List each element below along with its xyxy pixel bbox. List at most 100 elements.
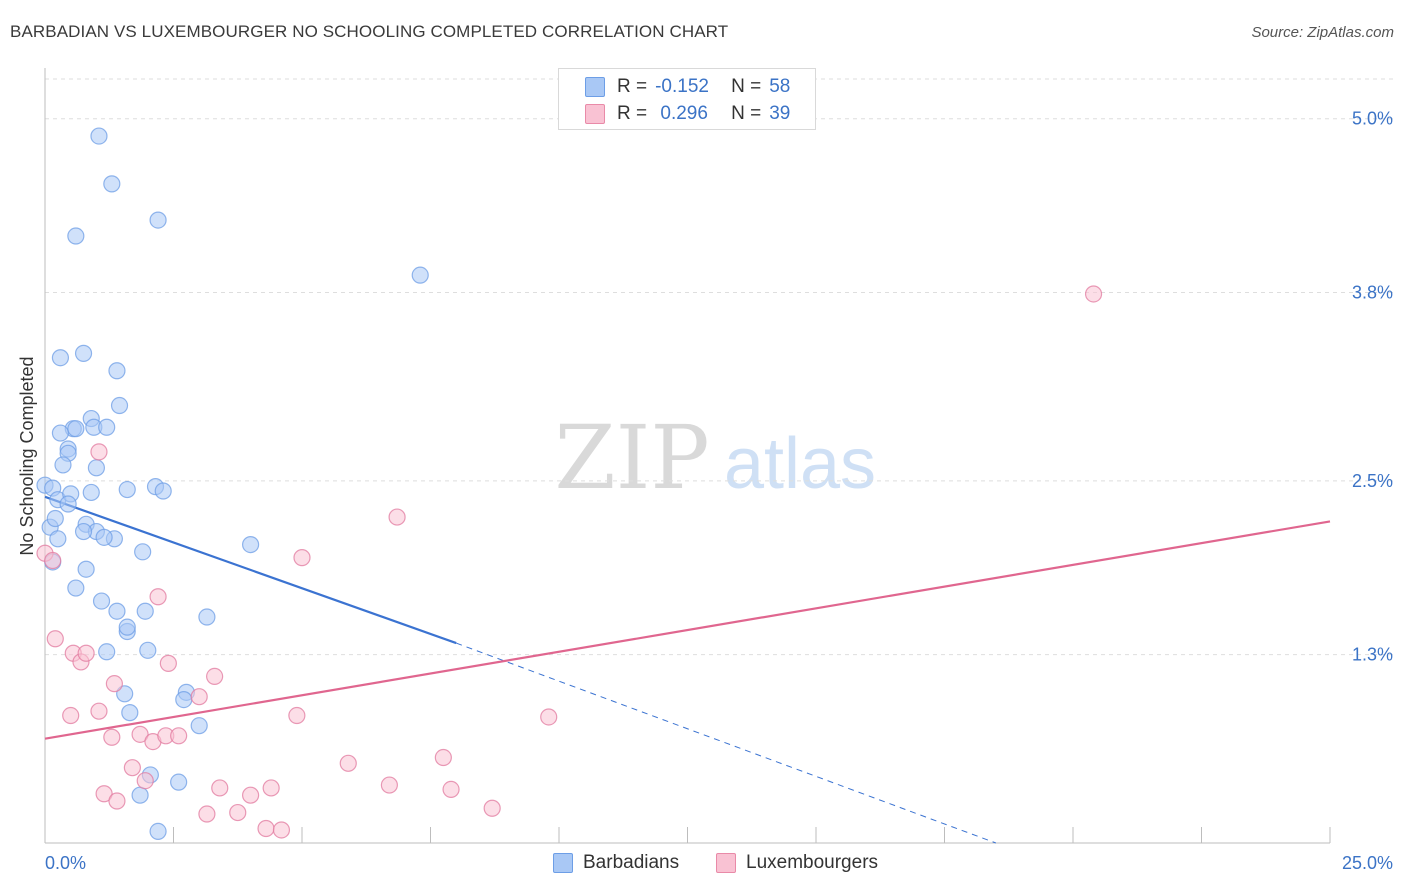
point-luxembourger	[44, 551, 62, 570]
point-barbadian	[108, 602, 126, 620]
watermark-zip: ZIP	[554, 406, 709, 509]
point-luxembourger	[442, 780, 460, 799]
point-barbadian	[74, 344, 93, 362]
point-barbadian	[411, 266, 429, 284]
point-barbadian	[190, 717, 208, 735]
point-barbadian	[54, 456, 72, 474]
point-luxembourger	[170, 727, 188, 745]
trend-line-luxembourgers	[44, 520, 1331, 740]
point-barbadian	[131, 786, 149, 804]
point-barbadian	[139, 641, 157, 659]
point-barbadian	[121, 704, 139, 722]
legend-row-barbadians: R = -0.152 N = 58	[585, 74, 790, 100]
point-barbadian	[95, 528, 113, 546]
point-luxembourger	[46, 630, 64, 648]
point-barbadian	[175, 690, 193, 709]
point-luxembourger	[131, 725, 149, 743]
point-barbadian	[92, 592, 111, 610]
point-luxembourger	[190, 688, 208, 706]
point-luxembourger	[206, 667, 224, 686]
point-barbadian	[116, 685, 134, 703]
point-luxembourger	[108, 792, 126, 810]
point-barbadian	[118, 618, 136, 636]
point-barbadian	[108, 362, 126, 380]
legend-item-barbadians: Barbadians	[553, 852, 679, 874]
point-luxembourger	[483, 799, 501, 817]
point-barbadian	[118, 480, 136, 499]
legend-swatch-luxembourgers	[585, 104, 605, 124]
n-value: 39	[769, 103, 791, 124]
point-barbadian	[149, 211, 167, 229]
legend-label-barbadians: Barbadians	[583, 852, 680, 873]
point-luxembourger	[62, 706, 80, 725]
point-barbadian	[51, 424, 70, 442]
y-tick-label: 1.3%	[1352, 645, 1393, 665]
point-barbadian	[149, 822, 167, 841]
x-tick-label: 25.0%	[1342, 853, 1393, 873]
point-barbadian	[198, 608, 216, 626]
x-tick-label: 0.0%	[45, 853, 86, 873]
point-luxembourger	[90, 702, 108, 720]
point-luxembourger	[159, 654, 177, 672]
point-barbadian	[67, 227, 85, 245]
point-barbadian	[136, 602, 154, 620]
point-luxembourger	[288, 706, 306, 725]
point-barbadian	[170, 773, 188, 791]
legend-swatch-barbadians	[553, 853, 573, 873]
point-luxembourger	[540, 708, 558, 726]
point-luxembourger	[339, 754, 357, 772]
point-luxembourger	[77, 644, 95, 662]
point-luxembourger	[272, 821, 291, 839]
point-luxembourger	[1084, 285, 1103, 303]
point-barbadian	[134, 543, 152, 561]
r-label: R =	[617, 76, 648, 97]
r-value: 0.296	[655, 103, 708, 124]
trend-line-barbadians-extension	[456, 642, 997, 844]
point-barbadian	[90, 127, 108, 145]
point-luxembourger	[103, 728, 121, 746]
trend-line-barbadians	[44, 495, 457, 645]
point-luxembourger	[229, 803, 247, 822]
point-barbadian	[59, 495, 77, 513]
point-luxembourger	[380, 776, 398, 794]
point-barbadian	[98, 418, 116, 436]
point-barbadian	[82, 483, 100, 502]
point-barbadian	[46, 509, 64, 528]
source-label: Source: ZipAtlas.com	[1251, 24, 1394, 41]
point-luxembourger	[262, 779, 280, 797]
point-luxembourger	[388, 508, 406, 526]
legend-swatch-luxembourgers	[716, 853, 736, 873]
legend-label-luxembourgers: Luxembourgers	[746, 852, 879, 873]
point-barbadian	[74, 522, 93, 541]
y-tick-label: 3.8%	[1352, 283, 1393, 303]
point-luxembourger	[90, 443, 108, 461]
data-points	[36, 127, 1103, 841]
chart-title: BARBADIAN VS LUXEMBOURGER NO SCHOOLING C…	[10, 22, 729, 41]
n-label: N =	[731, 103, 762, 124]
point-barbadian	[154, 482, 172, 500]
point-barbadian	[67, 420, 85, 438]
r-value: -0.152	[655, 76, 709, 97]
point-barbadian	[98, 643, 116, 661]
y-tick-label: 2.5%	[1352, 471, 1393, 491]
point-barbadian	[242, 535, 260, 554]
zipatlas-watermark: ZIP atlas	[554, 406, 876, 509]
point-barbadian	[51, 349, 70, 367]
point-luxembourger	[434, 748, 452, 767]
point-barbadian	[103, 175, 121, 193]
legend-row-luxembourgers: R = 0.296 N = 39	[585, 101, 790, 127]
watermark-atlas: atlas	[724, 424, 876, 504]
point-luxembourger	[242, 786, 260, 804]
point-luxembourger	[123, 759, 141, 777]
point-luxembourger	[95, 785, 113, 803]
point-barbadian	[87, 459, 106, 477]
n-label: N =	[731, 76, 762, 97]
point-luxembourger	[198, 805, 216, 823]
trend-lines	[44, 495, 1331, 844]
y-axis-label: No Schooling Completed	[17, 356, 37, 555]
point-luxembourger	[105, 675, 123, 693]
point-luxembourger	[136, 772, 154, 790]
point-luxembourger	[257, 819, 275, 838]
point-barbadian	[67, 579, 85, 597]
